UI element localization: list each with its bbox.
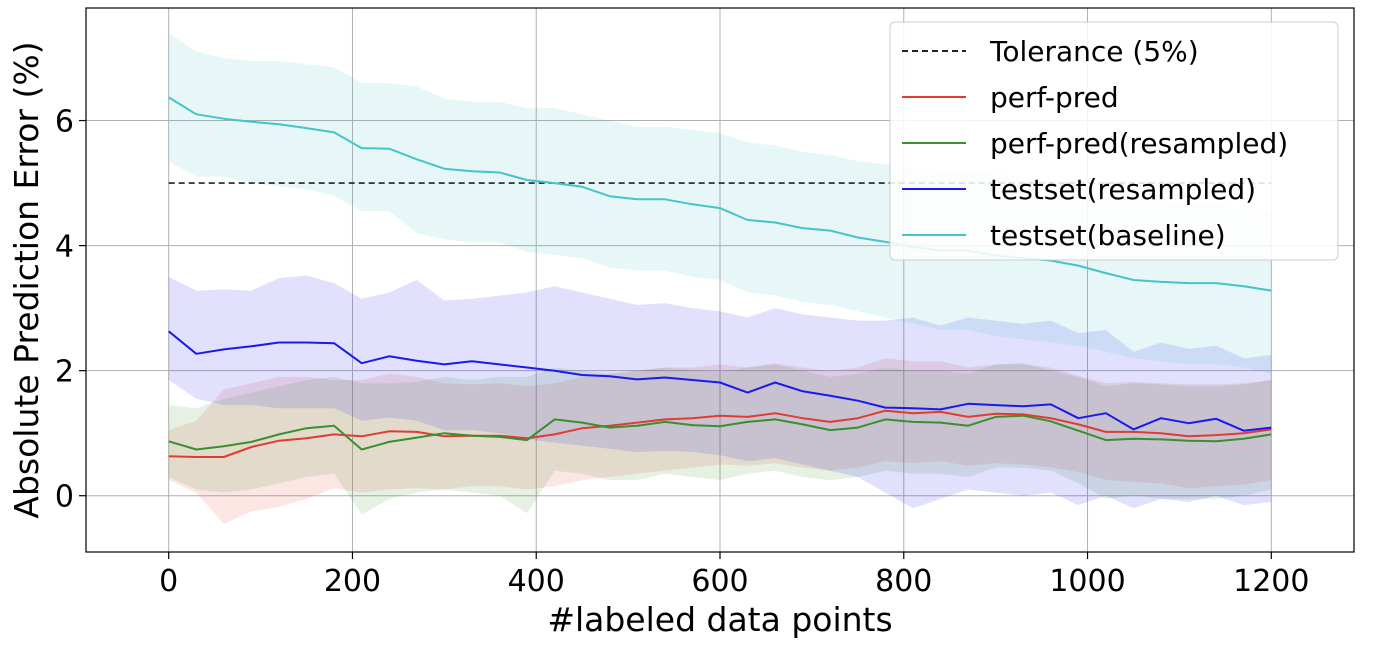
series-line-testset-baseline- (168, 96, 1272, 292)
y-axis-ticks: 0 2 4 6 (55, 105, 86, 515)
band-perf-pred-resampled- (168, 363, 1272, 515)
y-tick-label: 2 (55, 355, 74, 390)
y-axis-label: Absolute Prediction Error (%) (7, 41, 46, 518)
y-tick-label: 4 (55, 230, 74, 265)
y-tick-label: 6 (55, 105, 74, 140)
x-tick-label: 800 (875, 564, 932, 599)
band-perf-pred (168, 358, 1272, 524)
y-tick-label: 0 (55, 480, 74, 515)
x-tick-label: 200 (324, 564, 381, 599)
x-tick-label: 600 (691, 564, 748, 599)
legend: Tolerance (5%) perf-pred perf-pred(resampl… (889, 21, 1339, 261)
series-lines (168, 96, 1272, 458)
series-line-perf-pred-resampled- (168, 414, 1272, 451)
legend-label: perf-pred(resampled) (990, 127, 1288, 160)
legend-label: Tolerance (5%) (989, 35, 1199, 68)
x-tick-label: 1000 (1049, 564, 1125, 599)
x-tick-label: 0 (159, 564, 178, 599)
series-line-testset-resampled- (168, 330, 1272, 432)
legend-label: testset(resampled) (990, 173, 1256, 206)
x-axis-label: #labeled data points (547, 600, 892, 639)
x-tick-label: 1200 (1233, 564, 1309, 599)
legend-label: perf-pred (990, 81, 1119, 114)
x-tick-label: 400 (508, 564, 565, 599)
series-line-perf-pred (168, 409, 1272, 458)
x-axis-ticks: 0 200 400 600 800 1000 1200 (159, 552, 1309, 599)
legend-label: testset(baseline) (990, 219, 1226, 252)
legend-box (889, 21, 1339, 261)
band-testset-baseline- (168, 33, 1272, 374)
band-testset-resampled- (168, 275, 1272, 509)
confidence-bands (168, 33, 1272, 524)
